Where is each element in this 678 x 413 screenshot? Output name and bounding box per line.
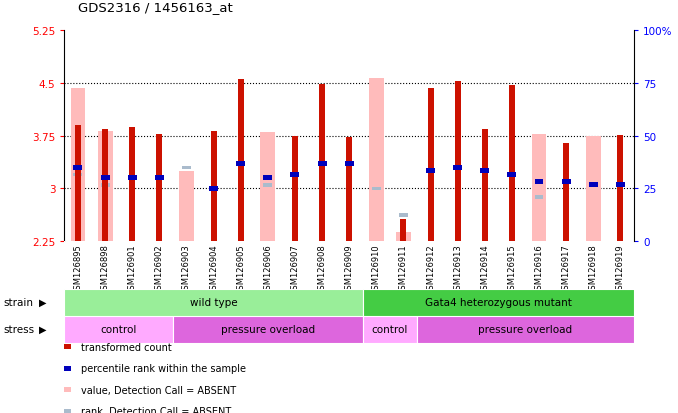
Bar <box>417 316 634 343</box>
Bar <box>71 88 85 242</box>
Bar <box>480 169 490 174</box>
Bar <box>618 135 623 242</box>
Text: GDS2316 / 1456163_at: GDS2316 / 1456163_at <box>78 2 233 14</box>
Bar <box>263 184 273 187</box>
Text: percentile rank within the sample: percentile rank within the sample <box>81 363 246 373</box>
Bar <box>260 133 275 242</box>
Bar <box>102 129 108 242</box>
Text: GSM126902: GSM126902 <box>155 244 164 294</box>
Text: GSM126911: GSM126911 <box>399 244 408 294</box>
Text: GSM126917: GSM126917 <box>561 244 571 294</box>
Text: GSM126909: GSM126909 <box>344 244 354 294</box>
Bar <box>534 196 544 199</box>
Bar <box>482 129 487 242</box>
Bar <box>396 233 411 242</box>
Bar <box>401 219 406 242</box>
Bar <box>532 134 546 242</box>
Text: rank, Detection Call = ABSENT: rank, Detection Call = ABSENT <box>81 406 232 413</box>
Bar <box>346 138 352 242</box>
Bar <box>127 176 137 181</box>
Bar <box>344 162 354 167</box>
Bar <box>155 176 164 181</box>
Text: GSM126903: GSM126903 <box>182 244 191 294</box>
Bar <box>98 131 113 242</box>
Bar <box>363 316 417 343</box>
Text: value, Detection Call = ABSENT: value, Detection Call = ABSENT <box>81 385 237 395</box>
Bar <box>453 166 462 170</box>
Bar <box>211 131 216 242</box>
Text: control: control <box>372 324 408 335</box>
Bar <box>100 176 110 181</box>
Bar <box>561 180 571 184</box>
Bar <box>509 86 515 242</box>
Text: wild type: wild type <box>190 297 237 308</box>
Bar <box>73 166 83 170</box>
Text: control: control <box>100 324 137 335</box>
Text: GSM126905: GSM126905 <box>236 244 245 294</box>
Bar <box>238 79 243 242</box>
Bar <box>64 316 173 343</box>
Text: GSM126912: GSM126912 <box>426 244 435 294</box>
Bar <box>182 166 191 170</box>
Bar <box>534 180 544 184</box>
Text: GSM126908: GSM126908 <box>317 244 327 294</box>
Bar <box>263 176 273 181</box>
Bar <box>363 289 634 316</box>
Bar <box>507 173 517 177</box>
Bar <box>100 184 110 187</box>
Bar <box>319 85 325 242</box>
Text: ▶: ▶ <box>39 324 47 335</box>
Bar <box>586 136 601 242</box>
Bar <box>455 82 460 242</box>
Bar <box>209 187 218 191</box>
Text: GSM126898: GSM126898 <box>100 244 110 295</box>
Bar <box>290 173 300 177</box>
Bar <box>317 162 327 167</box>
Text: GSM126907: GSM126907 <box>290 244 300 294</box>
Text: strain: strain <box>3 297 33 308</box>
Text: stress: stress <box>3 324 35 335</box>
Text: ▶: ▶ <box>39 297 47 308</box>
Bar <box>428 89 433 242</box>
Text: transformed count: transformed count <box>81 342 172 352</box>
Text: GSM126906: GSM126906 <box>263 244 273 294</box>
Bar <box>369 79 384 242</box>
Bar <box>64 289 363 316</box>
Bar <box>236 162 245 167</box>
Text: GSM126904: GSM126904 <box>209 244 218 294</box>
Bar <box>157 134 162 242</box>
Bar <box>292 136 298 242</box>
Text: GSM126914: GSM126914 <box>480 244 490 294</box>
Text: GSM126919: GSM126919 <box>616 244 625 294</box>
Text: GSM126901: GSM126901 <box>127 244 137 294</box>
Text: GSM126918: GSM126918 <box>589 244 598 294</box>
Bar <box>129 128 135 242</box>
Bar <box>179 171 194 242</box>
Bar <box>399 214 408 217</box>
Text: Gata4 heterozygous mutant: Gata4 heterozygous mutant <box>425 297 572 308</box>
Text: GSM126913: GSM126913 <box>453 244 462 294</box>
Bar <box>616 183 625 188</box>
Text: pressure overload: pressure overload <box>479 324 572 335</box>
Bar <box>73 173 83 177</box>
Bar <box>173 316 363 343</box>
Bar <box>372 187 381 191</box>
Bar <box>589 183 598 188</box>
Bar <box>563 143 569 242</box>
Text: GSM126916: GSM126916 <box>534 244 544 294</box>
Text: GSM126915: GSM126915 <box>507 244 517 294</box>
Bar <box>426 169 435 174</box>
Text: GSM126910: GSM126910 <box>372 244 381 294</box>
Text: pressure overload: pressure overload <box>221 324 315 335</box>
Bar <box>75 126 81 242</box>
Text: GSM126895: GSM126895 <box>73 244 83 294</box>
